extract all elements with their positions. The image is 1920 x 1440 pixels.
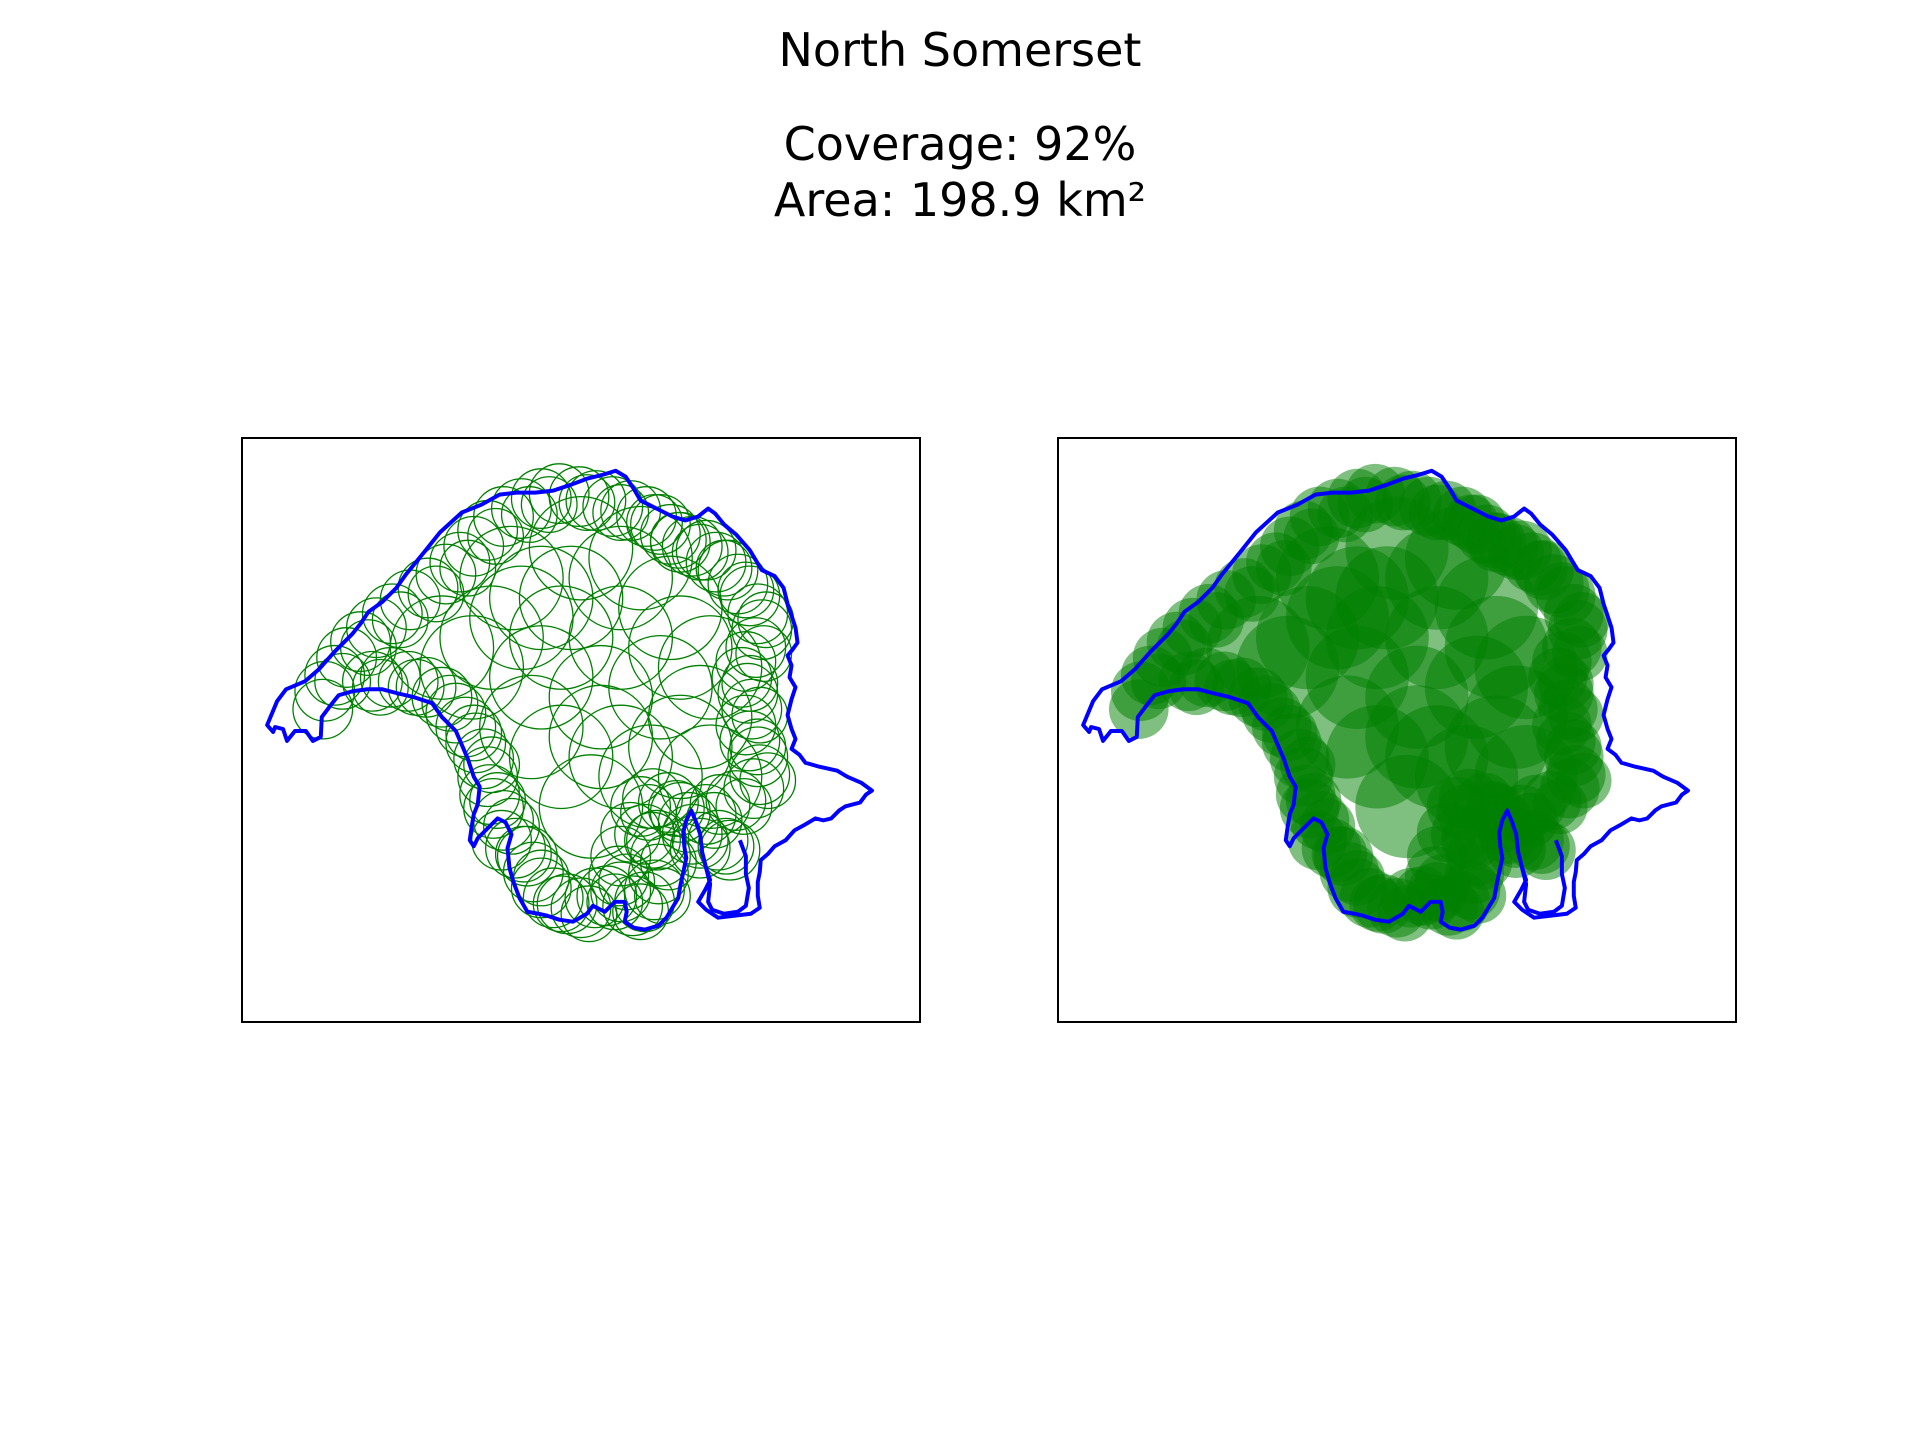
coverage-circle	[361, 583, 423, 645]
coverage-circle	[453, 728, 515, 790]
map-panel-filled	[1057, 437, 1737, 1023]
coverage-circle	[479, 674, 584, 780]
coverage-circles	[292, 463, 797, 943]
coverage-circle	[485, 817, 546, 879]
coverage-circle	[467, 507, 525, 565]
coverage-circle	[508, 585, 614, 690]
coverage-circle	[731, 686, 789, 744]
coverage-circle	[628, 595, 733, 700]
coverage-circle	[1365, 685, 1469, 789]
coverage-circle	[739, 752, 797, 810]
coverage-circle	[624, 859, 685, 921]
coverage-circle	[439, 539, 497, 597]
coverage-circle	[548, 684, 654, 790]
coverage-circle	[630, 825, 691, 887]
coverage-circle	[387, 658, 445, 716]
region-boundary	[265, 468, 874, 932]
coverage-circle	[488, 545, 594, 651]
coverage-circle	[717, 561, 775, 619]
coverage-circle	[528, 495, 634, 601]
coverage-circle	[588, 505, 693, 611]
region-boundary-inlet	[1520, 839, 1567, 916]
map-panel-outline	[241, 437, 921, 1023]
coverage-circle	[588, 845, 650, 907]
coverage-circle	[725, 617, 787, 679]
coverage-circle	[560, 885, 618, 943]
area-text: Area: 198.9 km²	[773, 173, 1147, 227]
coverage-map-outline	[265, 463, 874, 943]
coverage-circle	[715, 778, 773, 835]
coverage-circle	[522, 867, 584, 929]
coverage-circle	[518, 545, 624, 651]
coverage-circle	[469, 772, 527, 829]
coverage-circle	[647, 780, 705, 837]
coverage-circle	[711, 646, 773, 708]
coverage-map-filled	[1081, 463, 1690, 942]
coverage-circle	[443, 515, 505, 577]
coverage-circle	[429, 531, 491, 593]
coverage-circle	[687, 809, 749, 871]
coverage-circle	[729, 744, 791, 806]
coverage-circle	[421, 674, 479, 732]
coverage-circle	[586, 873, 644, 931]
coverage-circle	[439, 585, 544, 690]
region-title: North Somerset	[778, 23, 1142, 77]
coverage-circles	[1108, 463, 1612, 942]
coverage-circle	[463, 778, 525, 839]
coverage-circle	[590, 861, 652, 923]
coverage-circle	[669, 817, 731, 879]
coverage-circle	[624, 811, 681, 869]
coverage-circle	[608, 635, 713, 740]
coverage-circle	[671, 523, 729, 581]
coverage-circle	[649, 511, 707, 569]
coverage-circle	[1305, 546, 1409, 650]
coverage-circle	[558, 474, 616, 532]
coverage-circle	[292, 678, 354, 740]
coverage-circle	[520, 476, 578, 534]
coverage-circle	[341, 650, 403, 712]
coverage-circle	[419, 615, 525, 720]
coverage-circle	[510, 468, 572, 530]
coverage-circle	[610, 776, 672, 837]
coverage-circle	[445, 704, 503, 762]
region-boundary	[1081, 468, 1690, 932]
coverage-circle	[532, 875, 590, 933]
coverage-circle	[626, 493, 683, 551]
coverage-circle	[723, 758, 785, 820]
coverage-circle	[671, 811, 729, 869]
coverage-circle	[459, 525, 564, 631]
coverage-circle	[488, 625, 594, 730]
coverage-circle	[500, 486, 558, 543]
coverage-circle	[483, 797, 540, 855]
coverage-circle	[568, 525, 674, 631]
coverage-circle	[407, 565, 465, 623]
coverage-circle	[590, 825, 652, 887]
coverage-circle	[1514, 818, 1570, 875]
coverage-circle	[351, 658, 409, 716]
region-boundary-inlet	[704, 839, 751, 916]
coverage-circle	[316, 627, 378, 688]
coverage-circle	[314, 652, 372, 710]
coverage-circle	[620, 783, 677, 841]
stats-block: Coverage: 92% Area: 198.9 km²	[0, 116, 1920, 228]
coverage-circle	[1444, 595, 1548, 700]
coverage-circle	[697, 817, 755, 875]
coverage-circle	[1414, 854, 1471, 910]
coverage-circle	[639, 833, 697, 891]
coverage-circle	[639, 503, 701, 565]
coverage-circle	[494, 825, 552, 883]
coverage-text: Coverage: 92%	[783, 117, 1137, 171]
coverage-circle	[592, 484, 650, 541]
coverage-circle	[463, 736, 521, 794]
coverage-circle	[721, 654, 779, 712]
coverage-circle	[695, 539, 753, 597]
coverage-circle	[602, 875, 664, 937]
coverage-circle	[727, 726, 789, 788]
coverage-circle	[729, 718, 787, 776]
coverage-circle	[582, 476, 644, 537]
